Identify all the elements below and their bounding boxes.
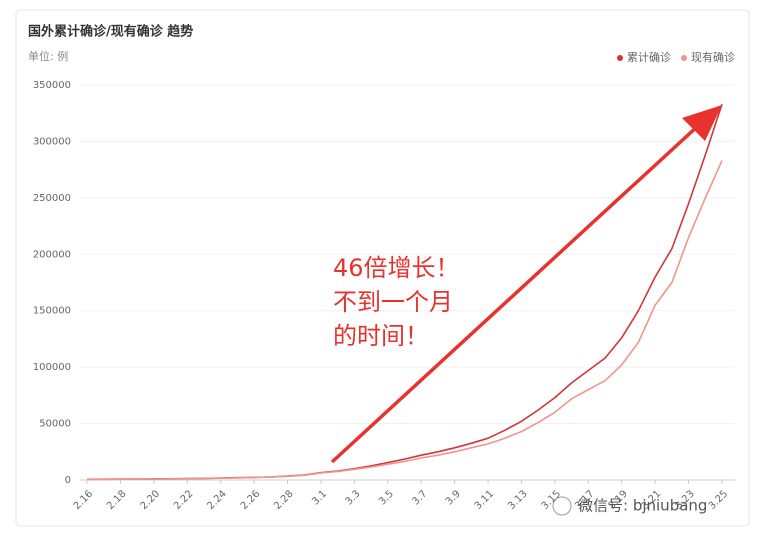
watermark: 微信号: bjniubang	[552, 496, 707, 516]
y-tick-label: 100000	[33, 362, 71, 373]
y-tick-label: 350000	[33, 80, 71, 91]
y-tick-label: 150000	[33, 306, 71, 317]
legend-label: 现有确诊	[691, 50, 735, 64]
y-tick-label: 0	[65, 475, 71, 486]
annotation: 46倍增长！	[333, 254, 460, 282]
unit-label: 单位: 例	[28, 49, 68, 63]
watermark-text: 微信号: bjniubang	[578, 497, 707, 515]
arrow-shaft	[330, 122, 702, 464]
arrow-head	[682, 105, 722, 141]
chart-title: 国外累计确诊/现有确诊 趋势	[28, 24, 193, 40]
legend-label: 累计确诊	[627, 50, 671, 64]
annotation: 不到一个月	[333, 288, 453, 316]
legend-marker	[617, 55, 623, 61]
watermark-icon	[552, 496, 572, 516]
annotation: 的时间！	[333, 322, 429, 350]
series-line	[86, 160, 723, 481]
legend-marker	[681, 55, 687, 61]
y-tick-label: 50000	[39, 419, 71, 430]
y-tick-label: 300000	[33, 136, 71, 147]
card	[15, 9, 750, 527]
y-tick-label: 250000	[33, 193, 71, 204]
y-tick-label: 200000	[33, 249, 71, 260]
